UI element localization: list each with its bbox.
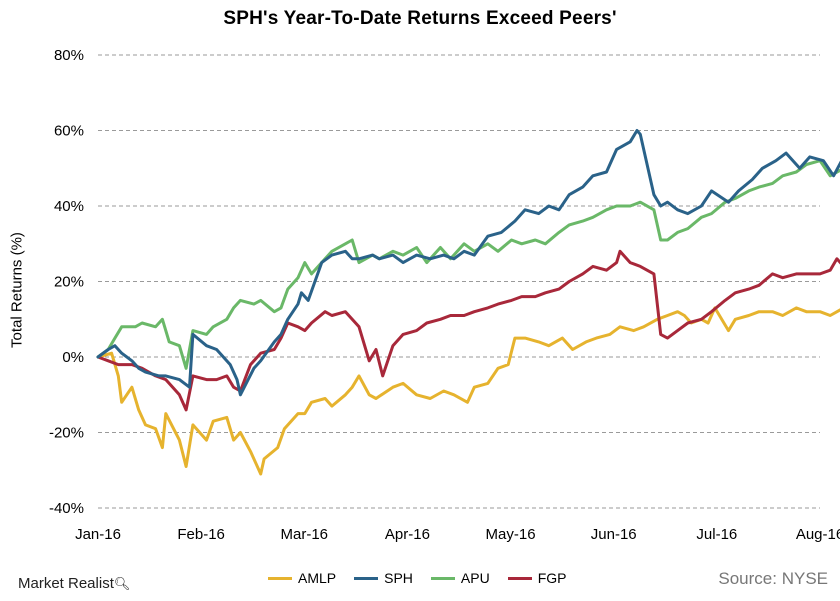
x-tick-label: Jul-16 — [696, 526, 737, 543]
x-tick-label: Apr-16 — [385, 526, 430, 543]
source-note: Source: NYSE — [718, 569, 828, 588]
legend-swatch — [430, 576, 455, 580]
y-tick-label: 60% — [54, 123, 84, 140]
x-tick-label: May-16 — [486, 526, 536, 543]
legend-label: FGP — [537, 570, 567, 586]
x-tick-label: Jun-16 — [591, 526, 637, 543]
legend-label: APU — [460, 570, 490, 586]
legend-label: SPH — [384, 570, 413, 586]
y-tick-label: 40% — [54, 198, 84, 215]
x-tick-label: Feb-16 — [177, 526, 225, 543]
legend-item-sph: SPH — [354, 570, 413, 586]
y-tick-labels: -40% -20% 0% 20% 40% 60% 80% — [49, 47, 84, 517]
series-line-apu — [96, 159, 840, 370]
x-tick-label: Aug-16 — [796, 526, 840, 543]
legend: AMLP SPH APU FGP — [268, 569, 567, 587]
legend-item-apu: APU — [430, 570, 490, 586]
legend-swatch — [268, 576, 292, 580]
chart-title: SPH's Year-To-Date Returns Exceed Peers' — [223, 8, 617, 29]
y-tick-label: 0% — [62, 349, 84, 366]
gridlines — [98, 54, 820, 509]
x-tick-labels: Jan-16 Feb-16 Mar-16 Apr-16 May-16 Jun-16 Jul-… — [75, 526, 840, 543]
legend-item-fgp: FGP — [507, 570, 567, 586]
brand-logo: Market Realist🔍︎ — [18, 575, 130, 592]
y-tick-label: 20% — [54, 274, 84, 291]
legend-swatch — [354, 576, 379, 580]
y-tick-label: -20% — [49, 425, 84, 442]
magnifier-icon: 🔍︎ — [113, 576, 131, 591]
y-tick-label: -40% — [49, 500, 84, 517]
legend-swatch — [507, 576, 532, 580]
x-tick-label: Jan-16 — [75, 526, 121, 543]
series-lines — [96, 129, 840, 476]
series-line-amlp — [96, 306, 840, 476]
legend-item-amlp: AMLP — [268, 570, 336, 586]
y-tick-label: 80% — [54, 47, 84, 64]
series-line-sph — [96, 129, 840, 397]
x-tick-label: Mar-16 — [281, 526, 329, 543]
series-line-fgp — [96, 249, 840, 412]
brand-name: Market Realist — [18, 575, 114, 592]
legend-label: AMLP — [298, 570, 337, 586]
